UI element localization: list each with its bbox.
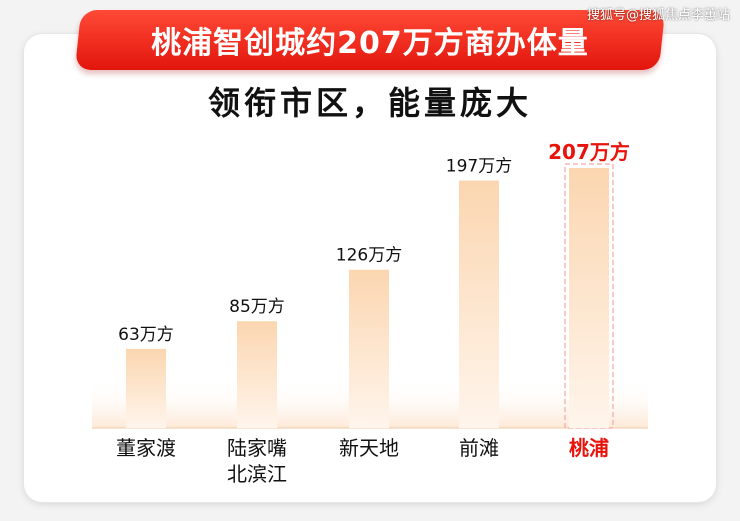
category-label: 新天地 (339, 436, 399, 460)
category-label: 桃浦 (569, 436, 609, 460)
bar (237, 321, 277, 428)
data-label: 197万方 (446, 157, 512, 177)
watermark: 搜狐号@搜狐焦点李蕙站 (586, 8, 730, 23)
data-label: 85万方 (229, 297, 285, 317)
bar (349, 269, 389, 428)
bar (569, 168, 609, 428)
category-label: 前滩 (459, 436, 499, 460)
category-label: 董家渡 (116, 436, 176, 460)
data-label: 126万方 (336, 246, 402, 266)
category-label: 北滨江 (227, 462, 287, 486)
chart-subtitle: 领衔市区，能量庞大 (207, 84, 532, 122)
bar (459, 180, 499, 428)
bar (126, 348, 166, 428)
banner-title: 桃浦智创城约207万方商办体量 (151, 26, 589, 61)
category-label: 陆家嘴 (227, 436, 287, 460)
data-label: 207万方 (548, 140, 630, 164)
data-label: 63万方 (118, 325, 174, 345)
